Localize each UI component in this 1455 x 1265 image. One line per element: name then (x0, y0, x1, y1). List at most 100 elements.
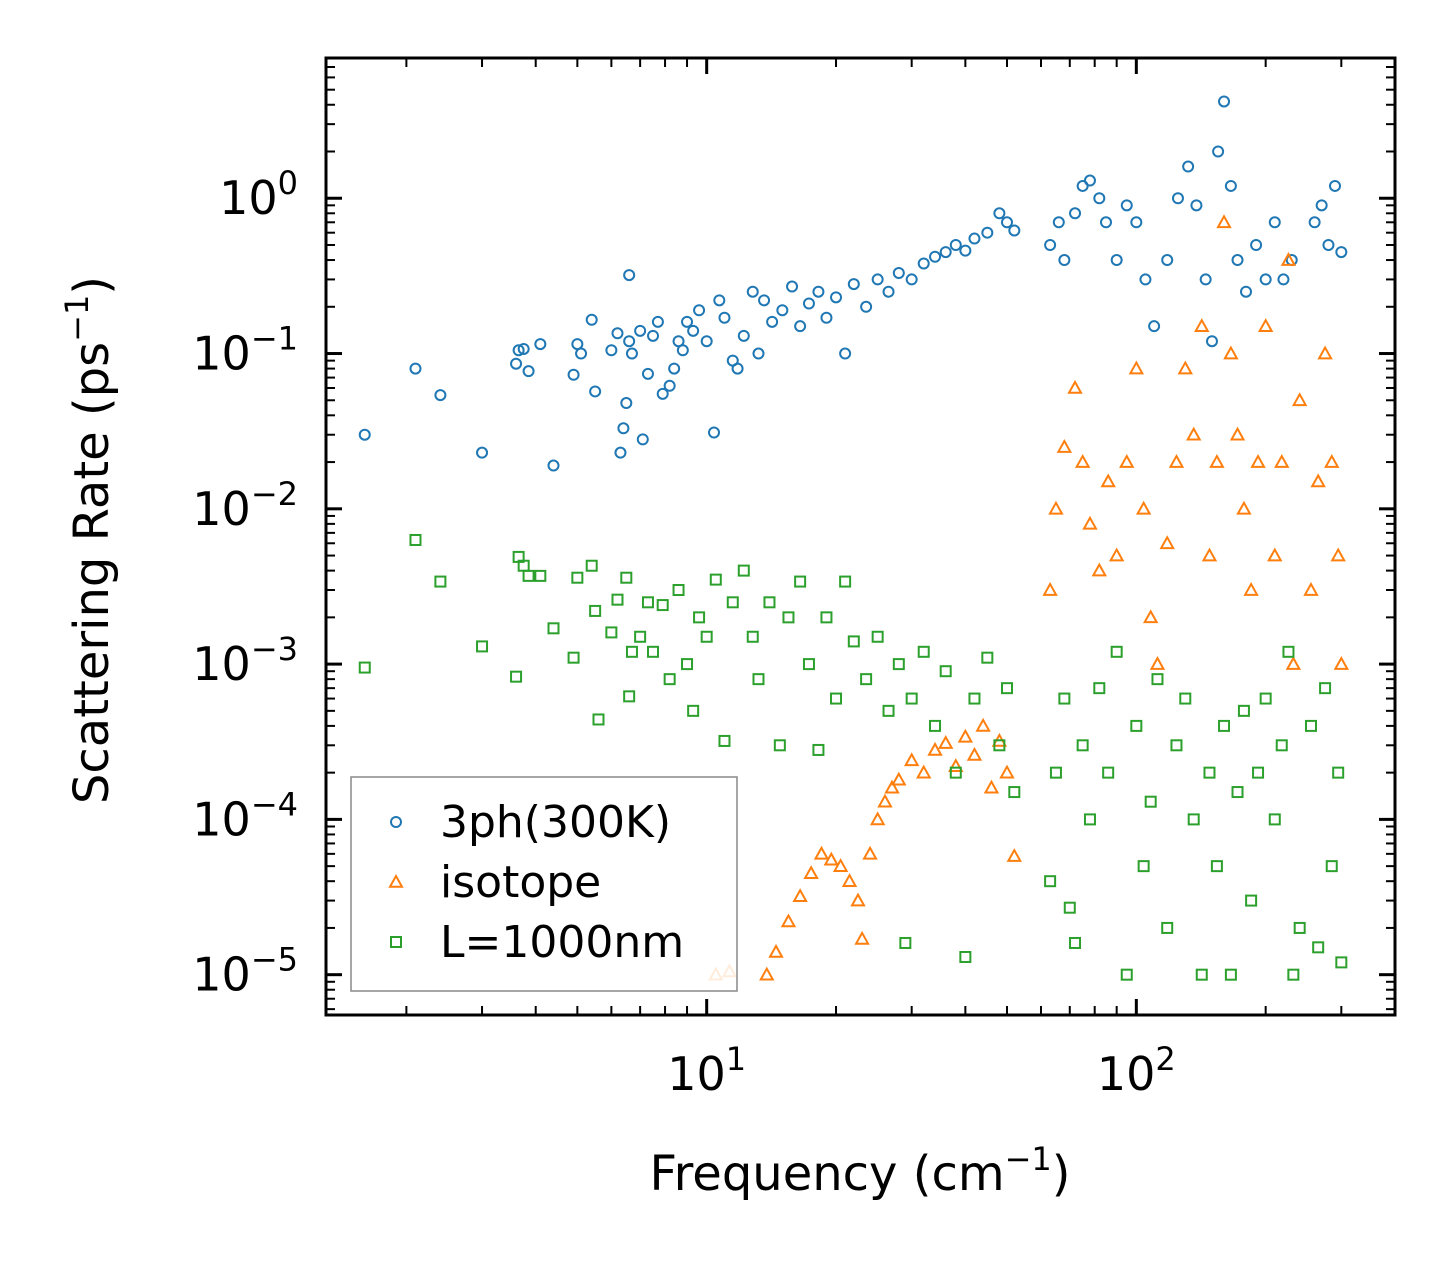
data-point (1224, 968, 1237, 981)
legend-box (350, 776, 738, 992)
data-point (812, 285, 825, 298)
data-point (434, 575, 447, 588)
legend-marker-0 (390, 816, 402, 828)
data-point (1044, 875, 1057, 888)
data-point (1304, 719, 1317, 732)
data-point (899, 936, 912, 949)
data-point (592, 713, 605, 726)
data-point (766, 315, 779, 328)
data-point (731, 362, 744, 375)
data-point (763, 596, 776, 609)
data-point (681, 658, 694, 671)
data-point (957, 728, 974, 743)
data-point (959, 950, 972, 963)
data-point (905, 692, 918, 705)
data-point (794, 575, 807, 588)
data-point (634, 324, 647, 337)
data-point (758, 294, 771, 307)
data-point (1280, 251, 1297, 266)
data-point (647, 329, 660, 342)
data-point (567, 368, 580, 381)
data-point (882, 704, 895, 717)
data-point (768, 943, 784, 958)
data-point (1218, 719, 1231, 732)
data-point (726, 596, 739, 609)
data-point (1285, 656, 1302, 670)
data-point (782, 611, 795, 624)
data-point (522, 569, 535, 582)
x-axis-title: Frequency (cm−1) (649, 1140, 1070, 1202)
data-point (948, 758, 964, 773)
data-point (892, 267, 905, 280)
data-point (993, 739, 1006, 752)
data-point (877, 793, 893, 808)
data-point (676, 344, 689, 357)
data-point (1317, 345, 1333, 360)
data-point (1091, 562, 1107, 577)
data-point (1148, 320, 1161, 333)
data-point (860, 673, 873, 686)
y-tick-label: 10−2 (192, 475, 298, 536)
series-1 (708, 214, 1350, 981)
data-point (1083, 174, 1096, 187)
data-point (434, 389, 447, 402)
data-point (1268, 813, 1281, 826)
data-point (854, 930, 870, 945)
data-point (1303, 581, 1319, 596)
data-point (999, 764, 1015, 779)
data-point (1082, 515, 1098, 530)
data-point (1161, 254, 1174, 267)
data-point (1236, 500, 1252, 515)
data-point (1328, 179, 1341, 192)
data-point (1237, 704, 1250, 717)
data-point (1044, 238, 1057, 251)
data-point (1201, 547, 1218, 562)
data-point (1194, 318, 1210, 332)
data-point (752, 347, 765, 360)
data-point (672, 584, 685, 597)
data-point (620, 571, 633, 584)
data-point (585, 559, 598, 572)
data-point (1218, 95, 1231, 108)
data-point (1056, 438, 1073, 453)
data-point (547, 622, 560, 635)
x-tick-label: 102 (1097, 1040, 1176, 1101)
data-point (983, 779, 1000, 794)
data-point (1315, 199, 1328, 212)
data-point (882, 285, 895, 298)
data-point (1052, 216, 1065, 229)
data-point (623, 269, 636, 282)
data-point (1128, 360, 1145, 375)
data-point (1291, 392, 1308, 407)
data-point (905, 273, 918, 286)
data-point (1330, 547, 1346, 562)
data-point (975, 717, 991, 732)
data-point (1048, 500, 1064, 515)
data-points (358, 95, 1350, 981)
data-point (476, 446, 489, 459)
data-point (1195, 968, 1208, 981)
series-2 (358, 533, 1348, 981)
data-point (1120, 968, 1133, 981)
data-point (668, 362, 681, 375)
data-point (1008, 224, 1021, 237)
data-point (1259, 273, 1272, 286)
data-point (1210, 860, 1223, 873)
data-point (1332, 766, 1345, 779)
data-point (1224, 179, 1237, 192)
data-point (737, 329, 750, 342)
data-point (841, 873, 858, 887)
y-tick-label: 10−1 (192, 320, 298, 381)
data-point (839, 575, 852, 588)
data-point (1231, 254, 1244, 267)
data-point (1209, 454, 1225, 468)
data-point (623, 690, 636, 703)
data-point (1093, 682, 1106, 695)
data-point (812, 743, 825, 756)
data-point (589, 604, 602, 617)
data-point (510, 670, 523, 683)
data-point (794, 320, 807, 333)
data-point (1049, 766, 1062, 779)
data-point (1120, 199, 1133, 212)
